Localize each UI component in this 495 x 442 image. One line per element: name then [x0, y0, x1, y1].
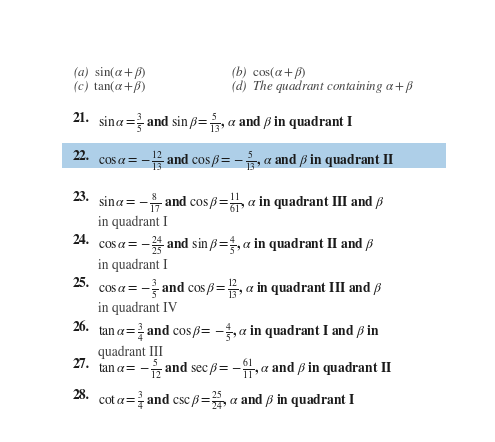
Text: in quadrant I: in quadrant I	[99, 215, 168, 229]
Bar	[62, 143, 446, 168]
Text: (c)  $\tan(\alpha + \beta)$: (c) $\tan(\alpha + \beta)$	[73, 77, 147, 95]
Text: in quadrant IV: in quadrant IV	[99, 302, 178, 315]
Text: $\sin\alpha = \frac{3}{5}$ and $\sin\beta = \frac{5}{13}$, $\alpha$ and $\beta$ : $\sin\alpha = \frac{3}{5}$ and $\sin\bet…	[99, 111, 354, 135]
Text: 28.: 28.	[73, 389, 90, 402]
Text: (b)  $\cos(\alpha + \beta)$: (b) $\cos(\alpha + \beta)$	[231, 64, 306, 81]
Text: (d)  The quadrant containing $\alpha + \beta$: (d) The quadrant containing $\alpha + \b…	[231, 77, 413, 95]
Text: 25.: 25.	[73, 277, 90, 290]
Text: $\cos\alpha = -\frac{12}{13}$ and $\cos\beta = -\frac{5}{13}$, $\alpha$ and $\be: $\cos\alpha = -\frac{12}{13}$ and $\cos\…	[99, 150, 395, 173]
Text: $\cos\alpha = -\frac{3}{5}$ and $\cos\beta = \frac{12}{13}$, $\alpha$ in quadran: $\cos\alpha = -\frac{3}{5}$ and $\cos\be…	[99, 277, 383, 301]
Text: in quadrant I: in quadrant I	[99, 259, 168, 272]
Text: $\cot\alpha = \frac{3}{4}$ and $\csc\beta = \frac{25}{24}$, $\alpha$ and $\beta$: $\cot\alpha = \frac{3}{4}$ and $\csc\bet…	[99, 389, 356, 412]
Text: $\tan\alpha = \frac{3}{4}$ and $\cos\beta = -\frac{4}{5}$, $\alpha$ in quadrant : $\tan\alpha = \frac{3}{4}$ and $\cos\bet…	[99, 321, 380, 344]
Text: 22.: 22.	[73, 150, 90, 163]
Text: 21.: 21.	[73, 111, 90, 125]
Text: $\cos\alpha = -\frac{24}{25}$ and $\sin\beta = \frac{4}{5}$, $\alpha$ in quadran: $\cos\alpha = -\frac{24}{25}$ and $\sin\…	[99, 234, 375, 257]
Text: 24.: 24.	[73, 234, 90, 247]
Text: 26.: 26.	[73, 321, 90, 334]
Text: $\tan\alpha = -\frac{5}{12}$ and $\sec\beta = -\frac{61}{11}$, $\alpha$ and $\be: $\tan\alpha = -\frac{5}{12}$ and $\sec\b…	[99, 358, 393, 381]
Text: 23.: 23.	[73, 191, 90, 204]
Text: (a)  $\sin(\alpha + \beta)$: (a) $\sin(\alpha + \beta)$	[73, 64, 147, 81]
Text: 27.: 27.	[73, 358, 90, 371]
Text: $\sin\alpha = -\frac{8}{17}$ and $\cos\beta = \frac{11}{61}$, $\alpha$ in quadra: $\sin\alpha = -\frac{8}{17}$ and $\cos\b…	[99, 191, 385, 214]
Text: quadrant III: quadrant III	[99, 346, 163, 359]
